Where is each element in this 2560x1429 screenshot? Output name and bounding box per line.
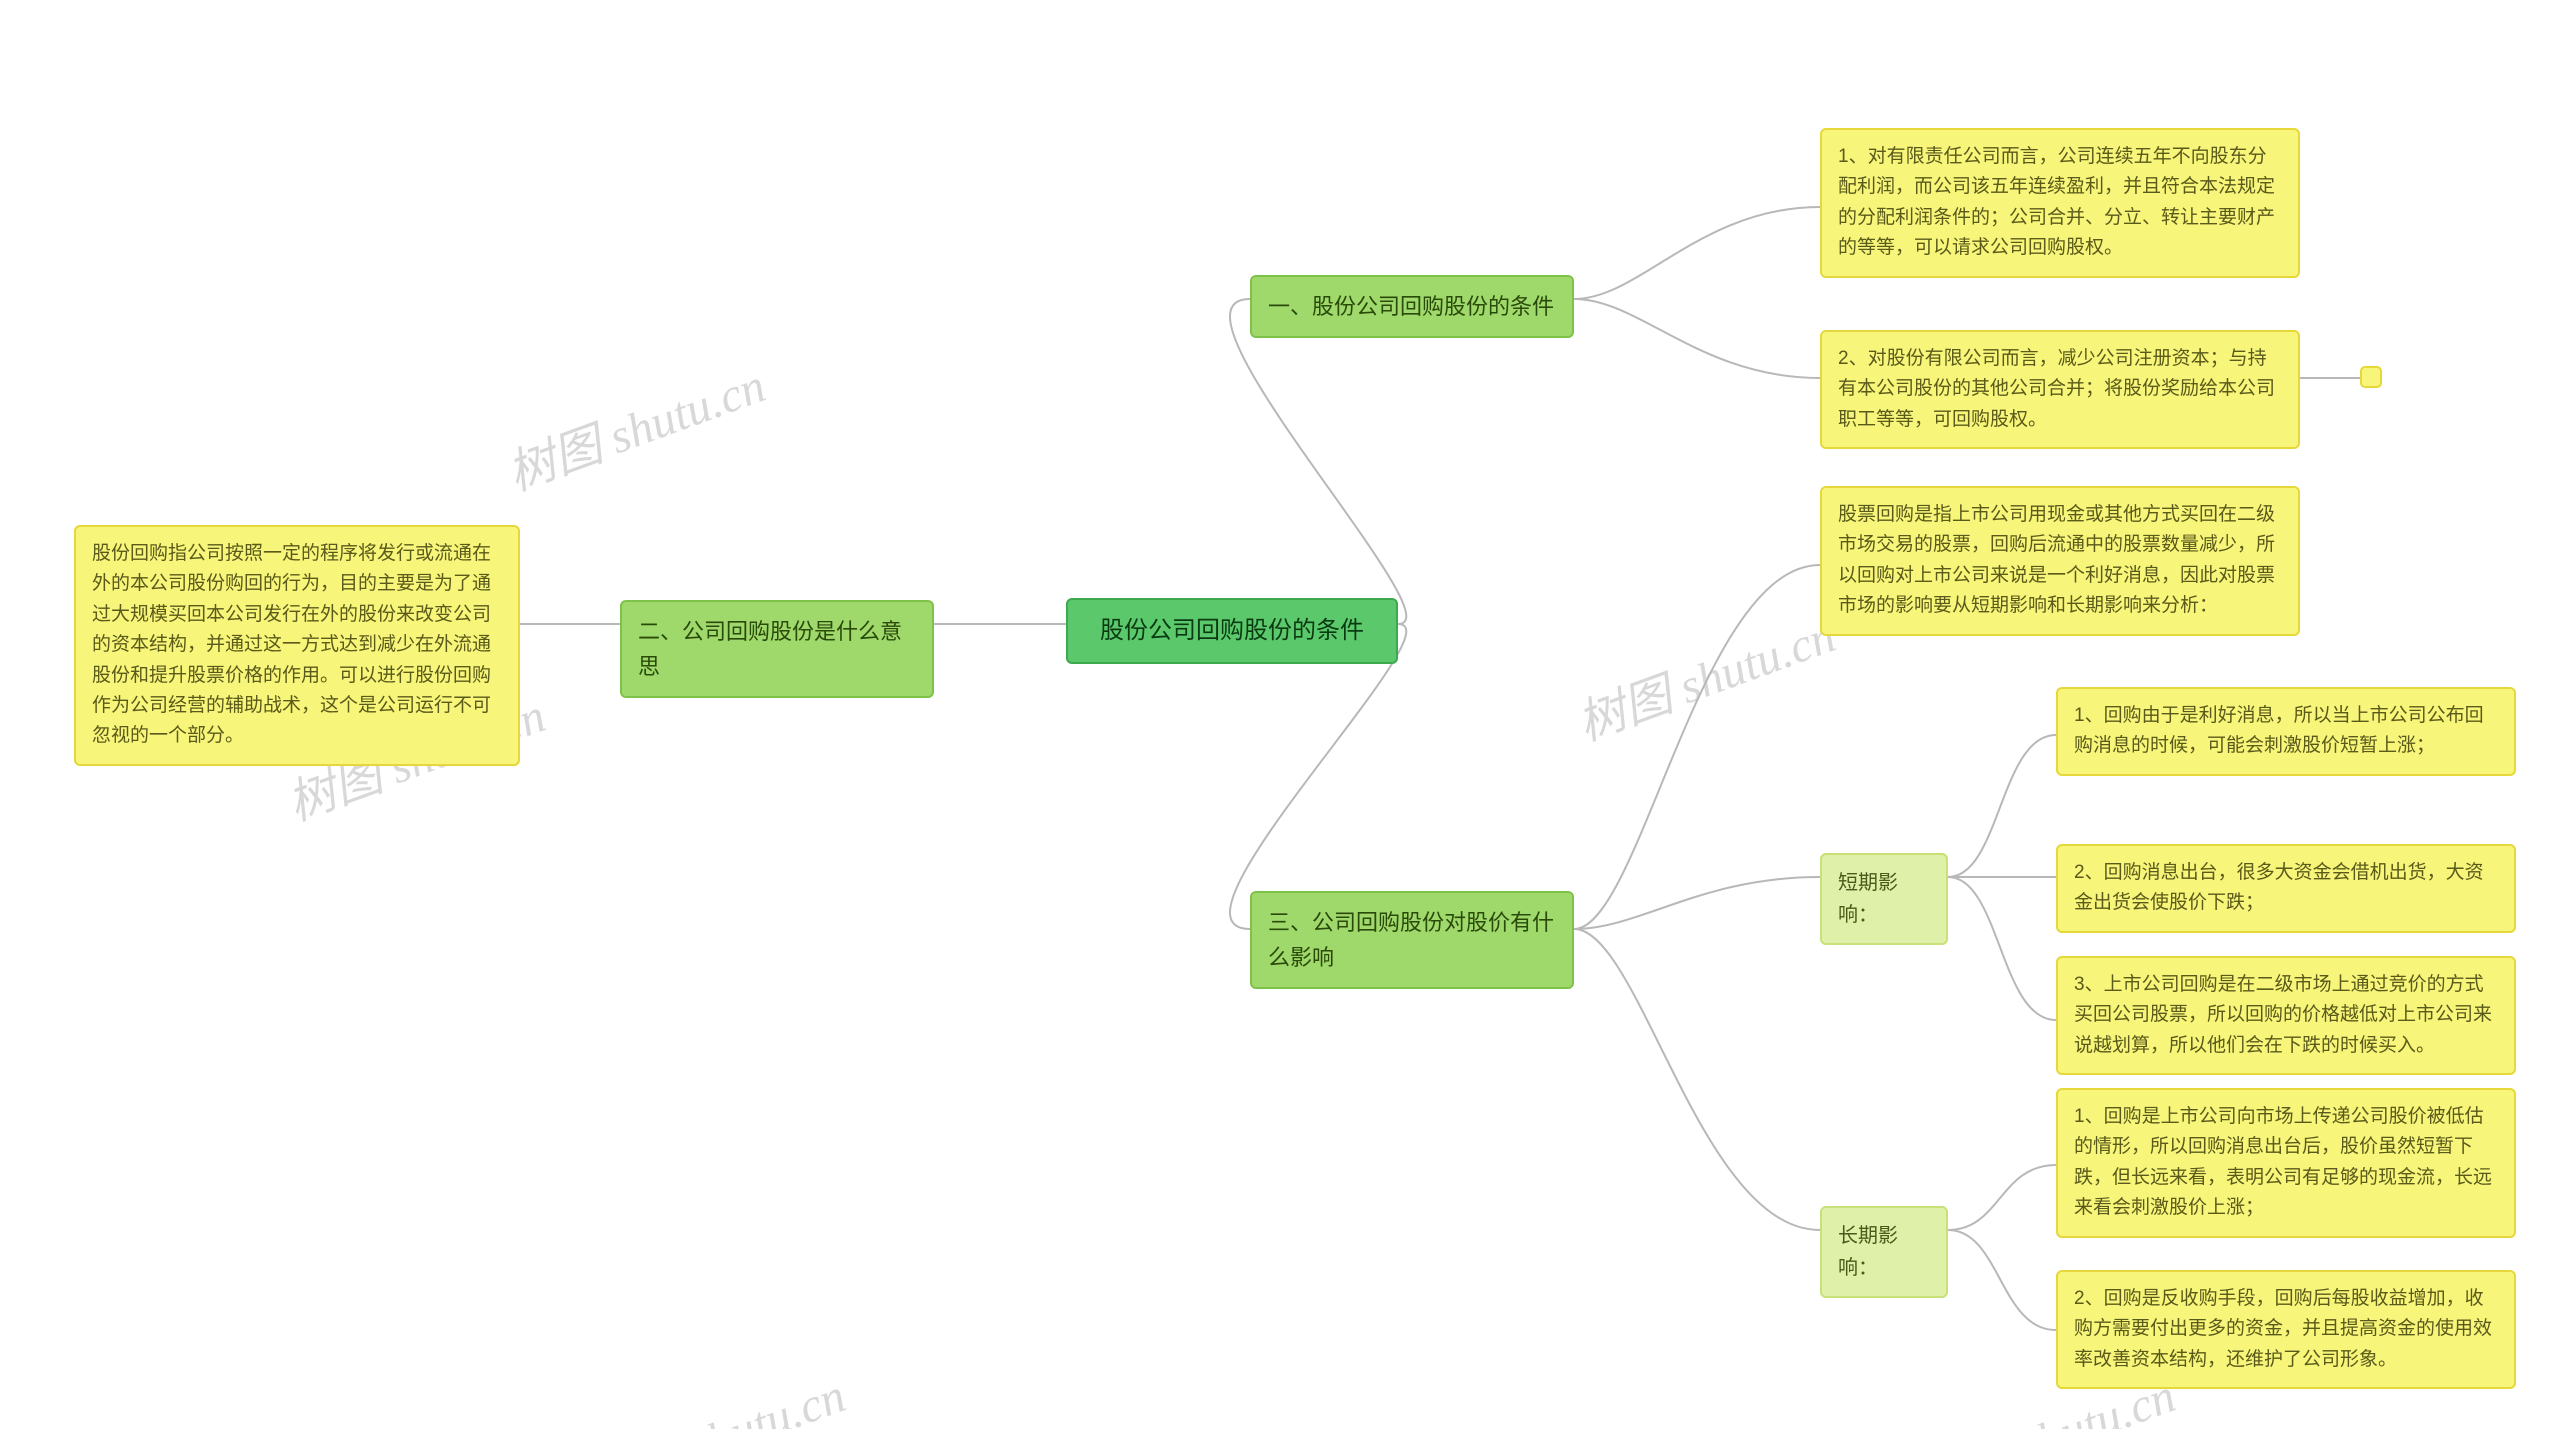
watermark: 树图 shutu.cn [576, 1356, 853, 1429]
watermark: 树图 shutu.cn [496, 346, 773, 504]
root-node[interactable]: 股份公司回购股份的条件 [1066, 598, 1398, 664]
branch-3-long-item-2: 2、回购是反收购手段，回购后每股收益增加，收购方需要付出更多的资金，并且提高资金… [2056, 1270, 2516, 1389]
branch-3-intro: 股票回购是指上市公司用现金或其他方式买回在二级市场交易的股票，回购后流通中的股票… [1820, 486, 2300, 636]
branch-3-long[interactable]: 长期影响： [1820, 1206, 1948, 1298]
branch-3-short[interactable]: 短期影响： [1820, 853, 1948, 945]
branch-2[interactable]: 二、公司回购股份是什么意思 [620, 600, 934, 698]
branch-3-short-item-2: 2、回购消息出台，很多大资金会借机出货，大资金出货会使股价下跌； [2056, 844, 2516, 933]
branch-3-short-item-1: 1、回购由于是利好消息，所以当上市公司公布回购消息的时候，可能会刺激股价短暂上涨… [2056, 687, 2516, 776]
branch-2-detail: 股份回购指公司按照一定的程序将发行或流通在外的本公司股份购回的行为，目的主要是为… [74, 525, 520, 766]
branch-3-short-item-3: 3、上市公司回购是在二级市场上通过竞价的方式买回公司股票，所以回购的价格越低对上… [2056, 956, 2516, 1075]
collapse-toggle-icon[interactable] [2360, 366, 2382, 388]
watermark: 树图 shutu.cn [1566, 596, 1843, 754]
branch-3-long-item-1: 1、回购是上市公司向市场上传递公司股价被低估的情形，所以回购消息出台后，股价虽然… [2056, 1088, 2516, 1238]
branch-3[interactable]: 三、公司回购股份对股价有什么影响 [1250, 891, 1574, 989]
branch-1-item-1: 1、对有限责任公司而言，公司连续五年不向股东分配利润，而公司该五年连续盈利，并且… [1820, 128, 2300, 278]
branch-1[interactable]: 一、股份公司回购股份的条件 [1250, 275, 1574, 338]
branch-1-item-2: 2、对股份有限公司而言，减少公司注册资本；与持有本公司股份的其他公司合并；将股份… [1820, 330, 2300, 449]
